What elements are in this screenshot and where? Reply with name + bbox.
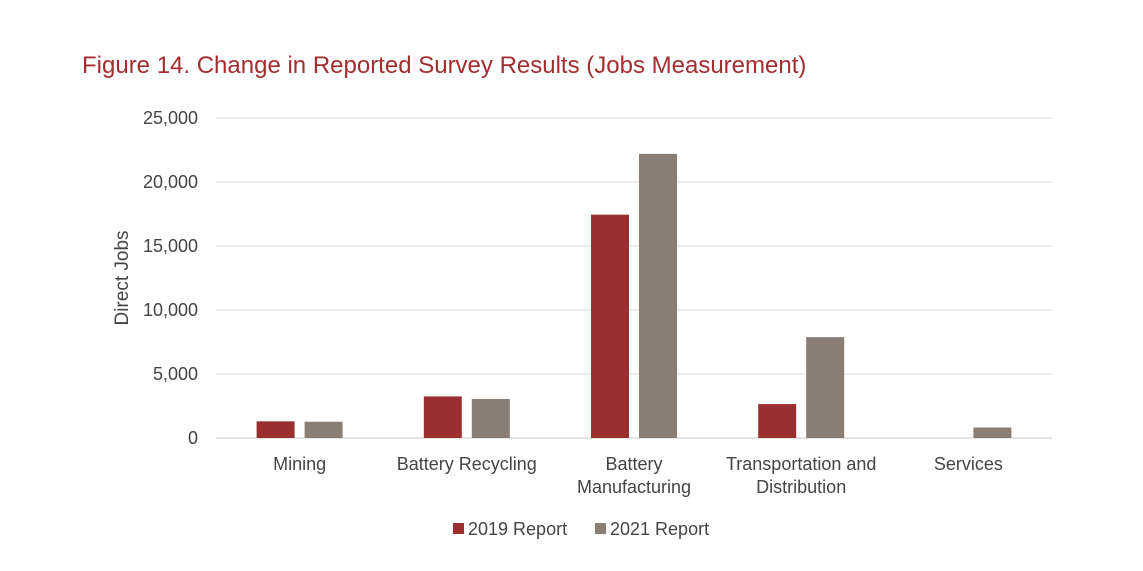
bar <box>471 398 510 438</box>
y-tick-label: 25,000 <box>143 108 198 128</box>
bar <box>591 214 629 438</box>
chart-title: Figure 14. Change in Reported Survey Res… <box>82 52 807 79</box>
legend: 2019 Report 2021 Report <box>453 519 709 539</box>
x-category-label: Transportation and <box>726 454 876 474</box>
y-tick-label: 10,000 <box>143 300 198 320</box>
y-tick-label: 15,000 <box>143 236 198 256</box>
legend-label: 2019 Report <box>468 519 567 539</box>
y-axis-ticks: 0 5,000 10,000 15,000 20,000 25,000 <box>143 108 198 448</box>
x-category-label: Services <box>934 454 1003 474</box>
x-category-label: Mining <box>273 454 326 474</box>
bar <box>423 396 462 438</box>
x-axis-categories: Mining Battery Recycling Battery Manufactur… <box>273 454 1003 497</box>
bar <box>304 421 343 438</box>
bar <box>256 421 295 438</box>
x-category-label: Distribution <box>756 477 846 497</box>
gridlines <box>216 117 1052 439</box>
y-tick-label: 5,000 <box>153 364 198 384</box>
bar <box>806 337 845 438</box>
bar <box>758 404 797 438</box>
x-category-label: Battery <box>605 454 662 474</box>
legend-swatch <box>453 523 464 534</box>
y-axis-label: Direct Jobs <box>112 230 133 325</box>
x-category-label: Manufacturing <box>577 477 691 497</box>
x-category-label: Battery Recycling <box>397 454 537 474</box>
bar <box>973 427 1012 438</box>
bars <box>256 153 1012 438</box>
y-tick-label: 0 <box>188 428 198 448</box>
y-tick-label: 20,000 <box>143 172 198 192</box>
bar <box>639 153 677 438</box>
legend-swatch <box>595 523 606 534</box>
legend-label: 2021 Report <box>610 519 709 539</box>
